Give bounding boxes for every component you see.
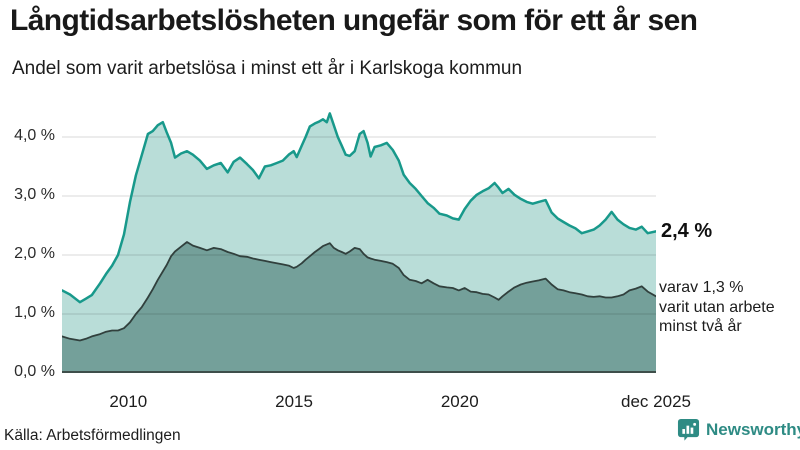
y-tick-label: 1,0 % — [14, 303, 55, 321]
chart-svg — [62, 112, 656, 373]
x-tick-label: dec 2025 — [621, 392, 691, 411]
newsworthy-wordmark: Newsworthy — [706, 419, 800, 439]
latest-value-label: 2,4 % — [661, 220, 713, 242]
newsworthy-logo[interactable]: Newsworthy — [677, 418, 800, 441]
y-tick-label: 0,0 % — [14, 363, 55, 380]
page-subtitle: Andel som varit arbetslösa i minst ett å… — [12, 58, 523, 79]
y-tick-label: 2,0 % — [14, 244, 55, 262]
page-title: Långtidsarbetslösheten ungefär som för e… — [10, 4, 698, 37]
newsworthy-icon — [677, 418, 700, 441]
y-tick-label: 3,0 % — [14, 185, 55, 203]
x-tick-label: 2020 — [440, 392, 479, 411]
source-note: Källa: Arbetsförmedlingen — [4, 427, 181, 444]
x-tick-label: 2015 — [275, 392, 313, 411]
y-tick-label: 4,0 % — [14, 126, 55, 144]
x-tick-label: 2010 — [109, 392, 148, 411]
secondary-value-note: varav 1,3 % varit utan arbete minst två … — [659, 279, 775, 335]
